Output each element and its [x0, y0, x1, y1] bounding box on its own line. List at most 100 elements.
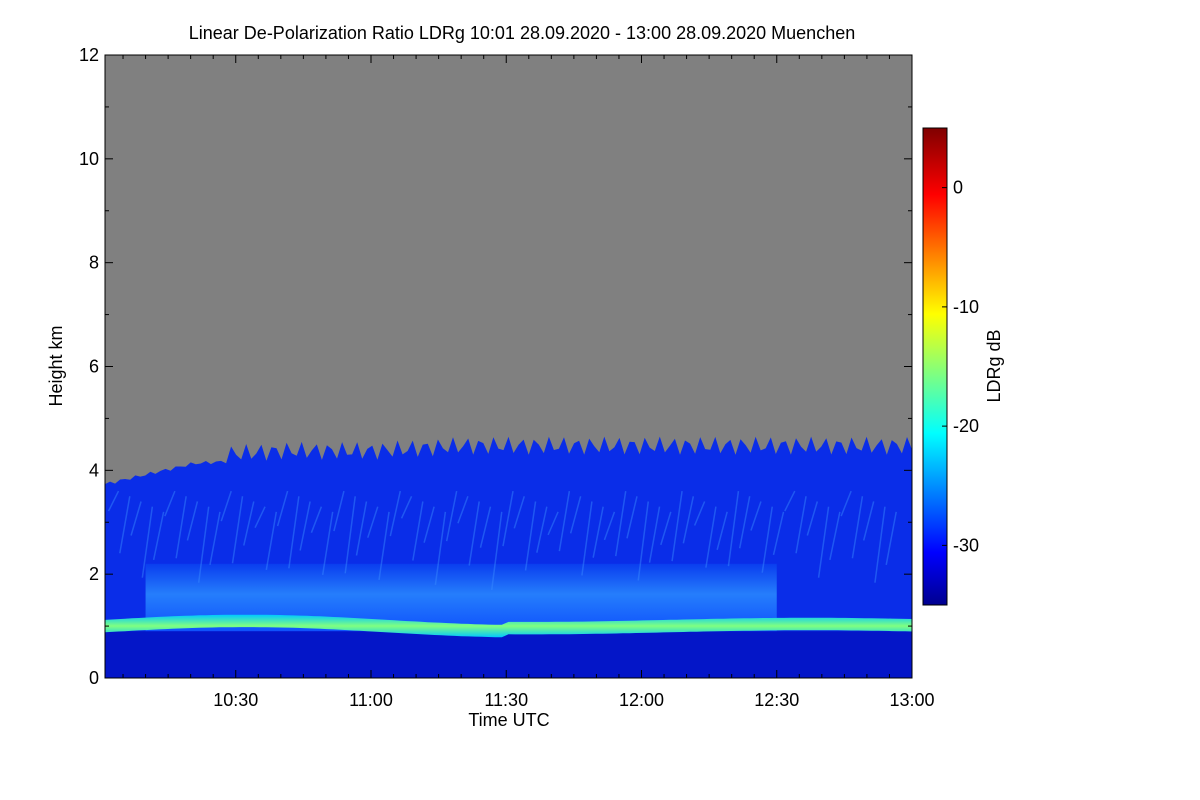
- fall-streak: [175, 496, 187, 559]
- fall-streak: [693, 501, 706, 526]
- fall-streak: [400, 495, 413, 519]
- fall-streak: [186, 501, 199, 541]
- fall-streak: [412, 501, 424, 561]
- x-tick-label: 12:00: [619, 690, 664, 710]
- fall-streak: [107, 490, 120, 512]
- fall-streak: [321, 511, 334, 575]
- fall-streak: [130, 501, 142, 536]
- colorbar-tick-label: 0: [953, 178, 963, 198]
- fall-streak: [502, 490, 514, 547]
- fall-streak: [231, 496, 244, 564]
- fall-streak: [524, 501, 537, 571]
- fall-streak: [536, 506, 548, 553]
- fall-streak: [378, 511, 390, 580]
- fall-streak: [817, 506, 830, 578]
- plot-area: [104, 54, 913, 679]
- fall-streak: [840, 490, 852, 517]
- fall-streak: [614, 490, 627, 557]
- fall-streak: [626, 496, 638, 539]
- fall-streak: [829, 511, 841, 561]
- y-tick-label: 12: [79, 45, 99, 65]
- fall-streak: [152, 511, 165, 561]
- x-axis-label: Time UTC: [468, 710, 549, 730]
- colorbar-ticks: 0 -10 -20 -30: [942, 178, 979, 555]
- x-axis: 10:30 11:00 11:30 12:00 12:30 13:00: [122, 55, 935, 710]
- y-axis-label: Height km: [46, 325, 66, 406]
- y-tick-label: 2: [89, 564, 99, 584]
- chart-title: Linear De-Polarization Ratio LDRg 10:01 …: [189, 23, 855, 43]
- boundary-layer-top: [105, 614, 912, 638]
- fall-streak: [276, 490, 289, 527]
- fall-streak: [209, 511, 221, 566]
- colorbar-tick-label: -10: [953, 297, 979, 317]
- x-tick-label: 10:30: [213, 690, 258, 710]
- fall-streak: [547, 511, 559, 536]
- fall-streak: [569, 496, 582, 534]
- fall-streaks: [107, 490, 897, 590]
- fall-streak: [738, 496, 751, 549]
- y-tick-label: 0: [89, 668, 99, 688]
- fall-streak: [119, 496, 131, 554]
- fall-streak: [423, 506, 435, 543]
- fall-streak: [705, 506, 717, 568]
- y-tick-label: 8: [89, 253, 99, 273]
- fall-streak: [367, 506, 379, 538]
- fall-streak: [141, 506, 154, 578]
- fall-streak: [457, 496, 469, 524]
- fall-streak: [716, 511, 728, 551]
- fall-streak: [851, 496, 864, 559]
- fall-streak: [727, 491, 740, 567]
- fall-streak: [468, 501, 480, 566]
- fall-streak: [288, 496, 300, 569]
- fall-streak: [558, 490, 571, 552]
- x-tick-label: 11:30: [484, 690, 528, 710]
- colorbar-tick-label: -20: [953, 416, 979, 436]
- y-tick-label: 10: [79, 149, 99, 169]
- fall-streak: [310, 506, 323, 533]
- fall-streak: [243, 501, 255, 546]
- fall-streak: [603, 511, 616, 541]
- fall-streak: [885, 511, 897, 566]
- fall-streak: [513, 496, 525, 529]
- fall-streak: [581, 501, 593, 576]
- fall-streak: [637, 501, 650, 581]
- colorbar: 0 -10 -20 -30: [922, 127, 979, 606]
- fall-streak: [772, 511, 785, 556]
- fall-streak: [795, 496, 807, 554]
- x-tick-label: 12:30: [754, 690, 799, 710]
- fall-streak: [490, 511, 503, 590]
- fall-streak: [784, 490, 796, 512]
- fall-streak: [862, 501, 875, 541]
- fall-streak: [479, 506, 492, 548]
- colorbar-tick-label: -30: [953, 535, 979, 555]
- fall-streak: [660, 511, 672, 546]
- fall-streak: [648, 506, 661, 563]
- y-tick-label: 4: [89, 460, 99, 480]
- y-axis: 0 2 4 6 8 10 12: [79, 45, 912, 688]
- fall-streak: [344, 496, 356, 574]
- fall-streak: [254, 506, 266, 528]
- fall-streak: [445, 490, 458, 542]
- fall-streak: [806, 501, 819, 536]
- x-tick-label: 13:00: [889, 690, 934, 710]
- fall-streak: [333, 490, 345, 532]
- fall-streak: [874, 506, 886, 583]
- fall-streak: [265, 511, 278, 570]
- y-tick-label: 6: [89, 357, 99, 377]
- fall-streak: [220, 490, 232, 522]
- fall-streak: [592, 506, 604, 558]
- fall-streak: [164, 490, 176, 517]
- fall-streak: [761, 506, 773, 573]
- fall-streak: [355, 501, 368, 556]
- fall-streak: [682, 496, 695, 544]
- fall-streak: [389, 490, 402, 537]
- colorbar-gradient: [922, 127, 948, 606]
- fall-streak: [671, 490, 683, 562]
- fall-streak: [197, 506, 210, 583]
- fall-streak: [750, 501, 762, 531]
- colorbar-label: LDRg dB: [984, 329, 1004, 402]
- x-tick-label: 11:00: [349, 690, 393, 710]
- fall-streak: [434, 511, 447, 585]
- fall-streak: [299, 501, 311, 551]
